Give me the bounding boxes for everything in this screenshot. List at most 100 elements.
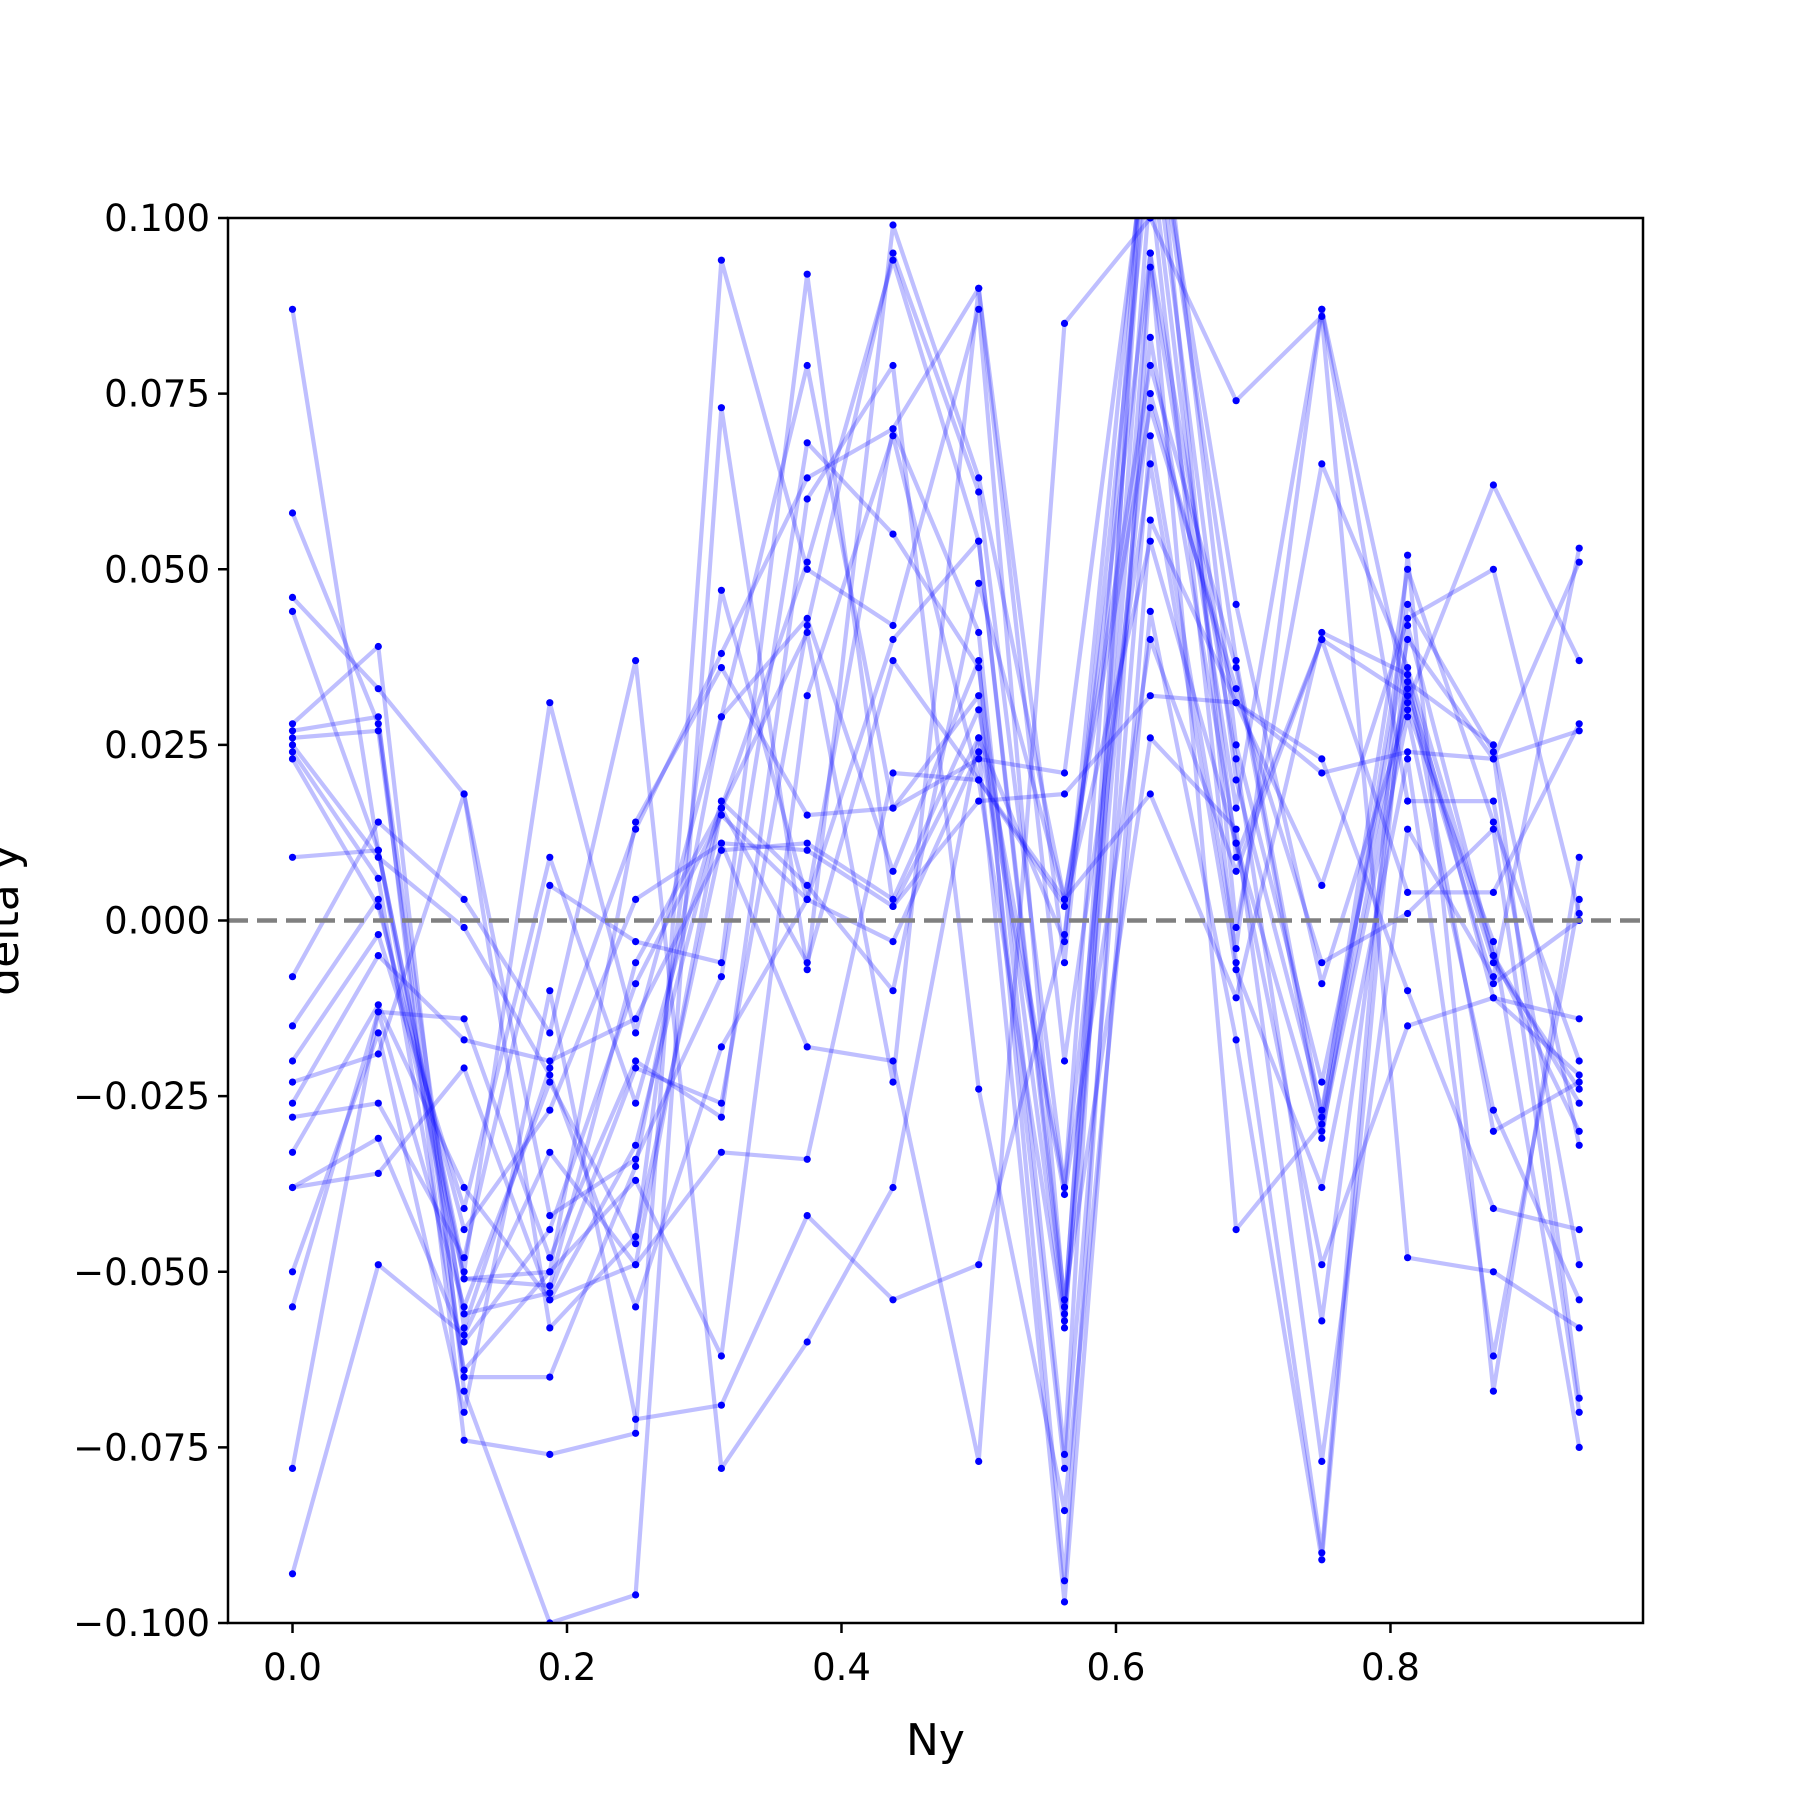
- data-point: [546, 1324, 554, 1332]
- data-point: [1404, 888, 1412, 897]
- data-point: [889, 425, 897, 433]
- data-point: [288, 748, 297, 756]
- data-point: [1404, 635, 1412, 644]
- data-point: [1575, 1141, 1583, 1149]
- data-point: [1404, 692, 1412, 700]
- data-point: [1489, 952, 1497, 960]
- series-line-18: [290, 218, 1581, 1302]
- data-point: [1404, 706, 1412, 714]
- data-point: [460, 895, 468, 904]
- data-point: [1575, 1078, 1583, 1086]
- data-point: [975, 628, 983, 637]
- series-line-3: [290, 335, 1582, 1399]
- data-point: [1232, 966, 1240, 974]
- data-point: [1060, 1190, 1069, 1199]
- data-point: [803, 839, 811, 847]
- data-point: [546, 699, 554, 707]
- data-point: [288, 1022, 297, 1030]
- data-point: [803, 966, 811, 974]
- data-point: [1489, 825, 1497, 833]
- data-point: [1575, 1394, 1583, 1402]
- data-point: [632, 1415, 640, 1423]
- data-point: [1232, 994, 1240, 1002]
- data-point: [460, 1036, 468, 1044]
- data-point: [1318, 1183, 1326, 1192]
- data-point: [546, 1212, 554, 1220]
- data-point: [1489, 1127, 1497, 1135]
- data-point: [460, 790, 468, 798]
- data-point: [460, 1268, 468, 1276]
- series-line-19: [292, 251, 1581, 1331]
- data-point: [288, 1183, 297, 1192]
- series-line-13: [290, 218, 1580, 1281]
- data-point: [1318, 1120, 1326, 1128]
- data-point: [1489, 755, 1497, 763]
- series-line-2: [290, 218, 1582, 1457]
- data-point: [1318, 1549, 1326, 1557]
- data-point: [1575, 558, 1583, 566]
- data-point: [460, 923, 468, 932]
- data-point: [1060, 1303, 1069, 1311]
- data-point: [460, 1331, 468, 1339]
- y-tick-label: 0.100: [104, 197, 210, 240]
- data-point: [374, 1001, 382, 1009]
- data-point: [1404, 621, 1412, 630]
- data-point: [632, 1240, 640, 1248]
- data-point: [288, 1148, 297, 1156]
- data-point: [1232, 959, 1240, 967]
- data-point: [803, 495, 811, 503]
- data-point: [1318, 980, 1326, 988]
- data-point: [975, 776, 983, 784]
- data-point: [1489, 797, 1497, 805]
- data-point: [632, 1057, 640, 1065]
- series-line-20: [291, 517, 1582, 1605]
- data-point: [288, 755, 297, 763]
- data-point: [374, 874, 382, 882]
- data-point: [288, 1113, 297, 1121]
- data-point: [717, 973, 726, 981]
- data-point: [1404, 565, 1412, 573]
- data-point: [1575, 1057, 1583, 1065]
- data-point: [1060, 1577, 1069, 1585]
- data-point: [374, 720, 382, 728]
- data-point: [1489, 1352, 1497, 1360]
- data-point: [717, 664, 726, 672]
- data-point: [1489, 959, 1497, 967]
- data-point: [1318, 460, 1326, 468]
- data-point: [889, 221, 897, 229]
- data-point: [1575, 1226, 1583, 1234]
- data-point: [374, 685, 382, 693]
- data-point: [975, 706, 983, 714]
- data-point: [803, 628, 811, 637]
- data-point: [1489, 565, 1497, 573]
- data-point: [1575, 895, 1583, 904]
- data-point: [1060, 902, 1069, 911]
- y-tick-label: 0.000: [104, 900, 210, 943]
- series-line-7: [292, 307, 1582, 1471]
- data-point: [1146, 692, 1154, 700]
- data-point: [1575, 727, 1583, 735]
- data-point: [803, 439, 811, 447]
- data-point: [546, 1296, 554, 1304]
- data-point: [717, 1113, 726, 1121]
- data-point: [288, 1303, 297, 1311]
- data-point: [717, 1464, 726, 1472]
- data-point: [546, 881, 554, 890]
- data-point: [1060, 1310, 1069, 1318]
- data-point: [460, 1226, 468, 1234]
- data-point: [1489, 748, 1497, 756]
- data-point: [1404, 755, 1412, 763]
- data-point: [1146, 333, 1154, 341]
- data-point: [1575, 853, 1583, 861]
- data-point: [803, 811, 811, 819]
- data-point: [1146, 390, 1154, 398]
- data-point: [803, 270, 811, 278]
- data-point: [546, 1057, 554, 1065]
- data-point: [1232, 923, 1240, 932]
- data-point: [889, 938, 897, 946]
- data-point: [1232, 867, 1240, 875]
- data-point: [1575, 1099, 1583, 1107]
- data-point: [803, 846, 811, 854]
- data-point: [975, 748, 983, 756]
